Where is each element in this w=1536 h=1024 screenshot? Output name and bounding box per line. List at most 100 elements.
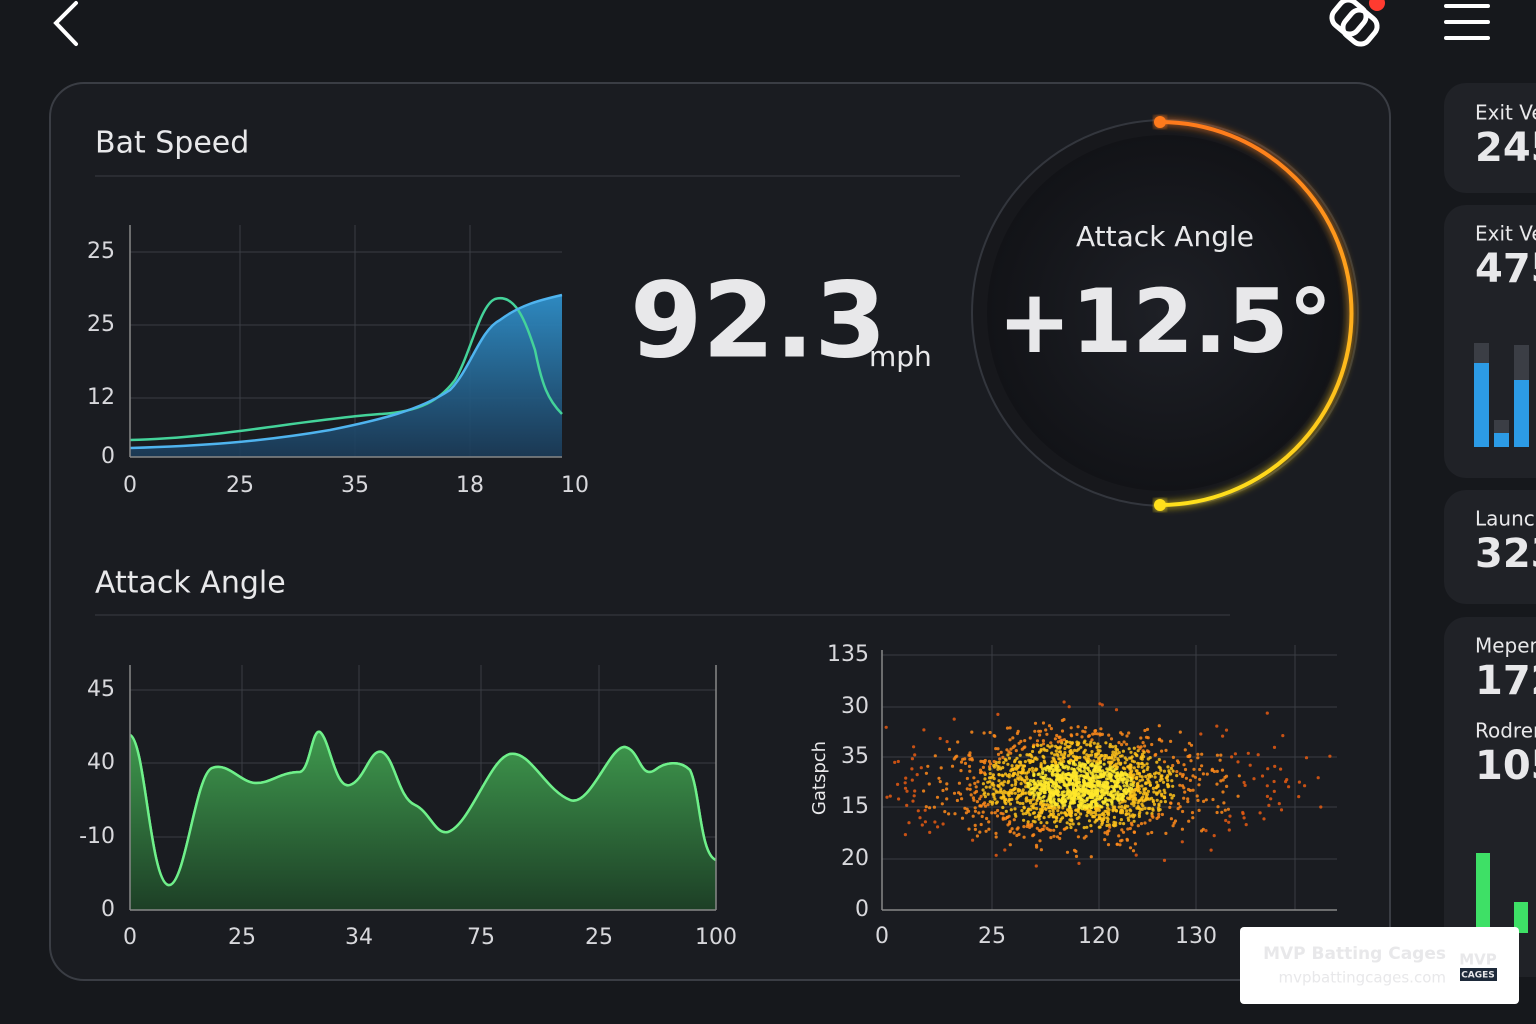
scatter-dot [1039,848,1043,852]
scatter-dot [1066,765,1071,769]
scatter-dot [981,782,986,786]
scatter-dot [1102,813,1106,817]
scatter-dot [1082,765,1086,769]
scatter-dot [1087,734,1091,738]
side-card[interactable] [1444,83,1536,193]
scatter-dot [1068,822,1072,827]
scatter-dot [1041,767,1045,771]
scatter-dot [1152,802,1156,807]
scatter-dot [1051,809,1055,813]
scatter-dot [1013,807,1017,811]
scatter-dot [1042,799,1046,803]
scatter-dot [984,829,988,833]
scatter-dot [999,750,1003,755]
scatter-dot [1113,805,1117,809]
scatter-dot [1035,786,1039,790]
scatter-dot [1001,792,1005,796]
scatter-dot [1262,817,1266,821]
scatter-dot [1008,843,1012,847]
scatter-dot [888,794,892,798]
scatter-dot [952,717,956,721]
scatter-dot [1184,776,1188,780]
scatter-dot [1159,768,1163,772]
scatter-dot [1061,772,1065,777]
scatter-dot [1077,792,1081,796]
scatter-dot [1132,830,1136,835]
scatter-dot [1084,789,1088,793]
y-tick-label: 20 [841,846,869,871]
scatter-dot [991,800,995,804]
scatter-dot [903,781,907,785]
scatter-dot [885,795,889,799]
scatter-dot [1215,724,1219,728]
scatter-dot [1049,794,1053,799]
scatter-dot [1110,769,1114,773]
menu-button[interactable] [1444,4,1490,40]
scatter-dot [1152,772,1157,776]
scatter-dot [960,797,964,801]
scatter-dot [1002,795,1006,799]
scatter-dot [1041,739,1045,743]
scatter-dot [1082,836,1086,840]
scatter-dot [1196,752,1200,756]
mini-bars [1474,343,1529,933]
scatter-dot [1189,759,1193,763]
scatter-dot [1125,784,1129,788]
scatter-dot [1048,797,1052,801]
scatter-dot [1150,742,1154,747]
scatter-dot [1095,796,1099,800]
scatter-dot [1093,810,1097,814]
scatter-dot [964,811,969,815]
scatter-dot [905,789,909,793]
scatter-dot [1021,812,1025,816]
scatter-dot [988,730,992,735]
scatter-dot [1074,813,1078,817]
scatter-dot [968,787,972,791]
y-tick-label: 0 [101,444,115,469]
scatter-dot [1051,773,1055,777]
scatter-dot [976,780,980,784]
scatter-dot [1015,731,1020,736]
scatter-dot [1199,732,1203,736]
scatter-dot [987,820,991,824]
scatter-dot [1027,785,1031,789]
app-icon[interactable] [1328,0,1385,48]
scatter-dot [1129,783,1133,787]
scatter-dot [1176,807,1180,811]
back-button[interactable] [53,1,78,46]
scatter-dot [928,806,932,810]
scatter-dot [996,752,1001,757]
scatter-dot [1033,729,1037,733]
scatter-dot [1175,759,1180,763]
scatter-dot [978,768,983,772]
side-card[interactable] [1444,205,1536,478]
scatter-dot [1128,795,1132,799]
scatter-dot [1107,808,1111,812]
scatter-dot [1117,784,1121,788]
scatter-dot [1065,790,1069,794]
scatter-dot [1140,762,1144,766]
scatter-dot [1079,774,1083,778]
scatter-dot [1059,762,1063,767]
scatter-dot [1227,828,1231,832]
side-card[interactable] [1444,617,1536,977]
side-card[interactable] [1444,490,1536,604]
scatter-dot [1118,795,1122,799]
scatter-dot [1169,817,1173,821]
scatter-dot [972,798,976,802]
scatter-dot [1030,766,1034,770]
scatter-dot [1151,798,1155,803]
scatter-dot [1072,791,1076,795]
scatter-dot [1126,765,1130,769]
scatter-dot [1148,806,1152,811]
scatter-dot [1277,802,1281,806]
scatter-dot [1022,825,1026,829]
scatter-dot [1204,829,1208,833]
scatter-dot [1042,816,1046,820]
scatter-dot [927,782,931,786]
scatter-dot [1260,774,1265,778]
scatter-dot [1081,729,1085,733]
scatter-dot [1100,754,1104,758]
logo-bottom: CAGES [1461,971,1495,981]
